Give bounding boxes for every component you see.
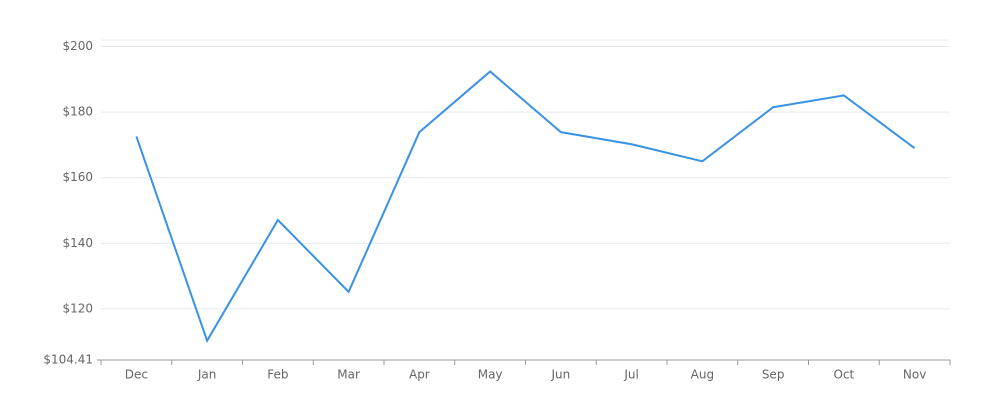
x-tick-label: Jul <box>623 368 638 382</box>
x-tick-label: Mar <box>337 368 360 382</box>
line-series <box>135 70 916 344</box>
x-tick-label: Oct <box>834 368 855 382</box>
x-tick-label: Dec <box>125 368 148 382</box>
y-tick-label: $160 <box>62 170 93 184</box>
x-tick-label: Aug <box>691 368 714 382</box>
x-tick-label: Jun <box>551 368 571 382</box>
y-tick-label: $200 <box>62 39 93 53</box>
y-tick-label: $104.41 <box>43 353 93 367</box>
x-tick-label: Sep <box>762 368 785 382</box>
x-tick-label: Jan <box>197 368 217 382</box>
y-tick-label: $140 <box>62 236 93 250</box>
y-tick-label: $180 <box>62 105 93 119</box>
x-tick-label: Feb <box>267 368 288 382</box>
y-tick-label: $120 <box>62 301 93 315</box>
x-tick-label: Apr <box>409 368 430 382</box>
x-tick-label: Nov <box>903 368 926 382</box>
x-tick-label: May <box>478 368 503 382</box>
